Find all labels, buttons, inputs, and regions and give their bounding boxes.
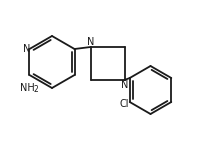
Text: N: N <box>121 80 128 90</box>
Text: 2: 2 <box>33 84 38 94</box>
Text: N: N <box>87 37 94 47</box>
Text: Cl: Cl <box>120 99 130 109</box>
Text: N: N <box>23 44 30 54</box>
Text: NH: NH <box>20 83 35 93</box>
